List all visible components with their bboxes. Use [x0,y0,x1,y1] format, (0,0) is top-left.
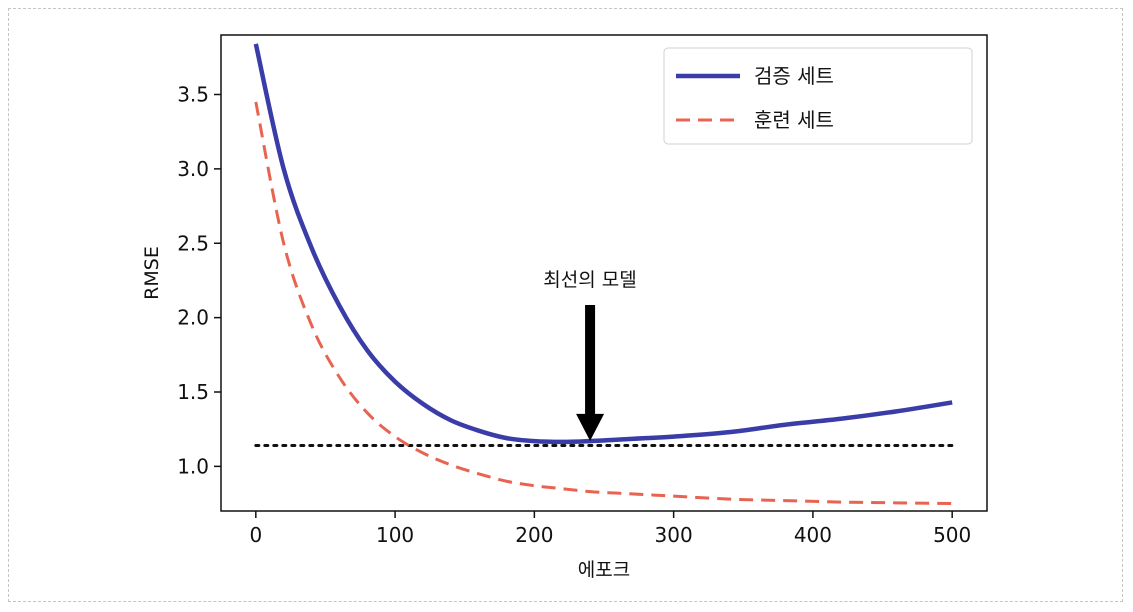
legend-label: 검증 세트 [754,64,834,88]
annotation-arrow-head [576,413,605,441]
y-tick-label: 3.0 [177,157,209,181]
y-tick-label: 1.5 [177,380,209,404]
series-group [253,43,954,506]
series-line-training [254,101,953,506]
y-tick-label: 3.5 [177,83,209,107]
x-tick-label: 400 [794,523,832,547]
x-tick-label: 500 [933,523,971,547]
series-line-validation [253,43,953,445]
y-tick-label: 2.0 [177,306,209,330]
plot-area [220,34,988,512]
annotation-arrow-shaft [585,305,596,415]
x-tick-label: 100 [376,523,414,547]
x-tick-label: 300 [655,523,693,547]
y-tick-label: 2.5 [177,231,209,255]
x-axis-label: 에포크 [578,559,630,581]
y-axis-ticks: 1.0 1.5 2.0 2.5 3.0 3.5 [177,83,221,478]
y-tick-label: 1.0 [177,454,209,478]
figure-frame [8,8,1123,602]
x-tick-label: 0 [249,523,262,547]
annotation-label: 최선의 모델 [543,269,636,291]
legend-box [663,47,973,145]
x-axis-ticks: 0 100 200 300 400 500 [249,511,971,547]
legend-label: 훈련 세트 [754,108,834,132]
annotation-group: 최선의 모델 [543,269,637,441]
x-tick-label: 200 [515,523,553,547]
y-axis-label: RMSE [141,246,163,300]
